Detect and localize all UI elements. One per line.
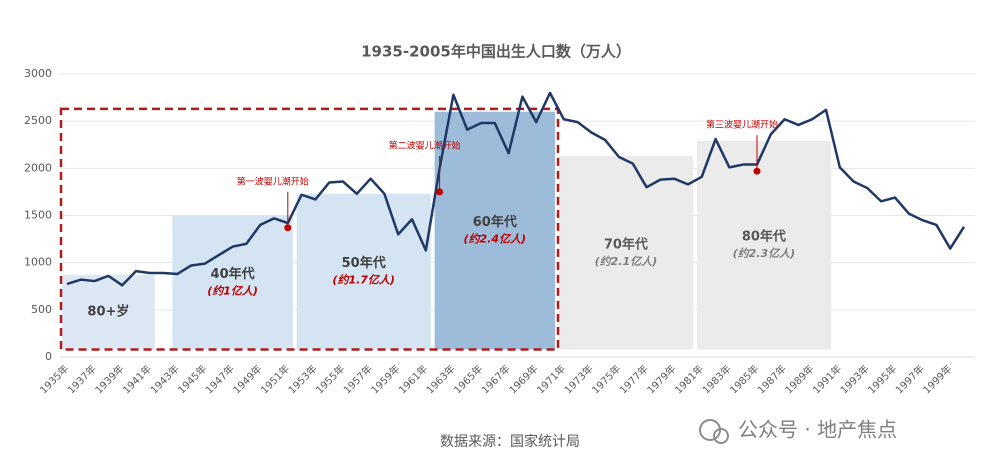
region-label: 70年代: [604, 236, 648, 252]
annotation-text: 第二波婴儿潮开始: [389, 139, 461, 151]
region-sublabel: (约2.4亿人): [464, 233, 527, 246]
plot: 0 500 1000 1500 2000 2500 3000 80+岁 40年代 (约1亿人) 50…: [24, 67, 975, 396]
x-tick-label: 1999年: [920, 362, 954, 396]
y-tick-label: 2500: [24, 114, 52, 127]
y-tick-label: 1500: [24, 209, 52, 222]
x-tick-label: 1935年: [37, 362, 71, 396]
region: [172, 215, 293, 350]
region-sublabel: (约1亿人): [207, 284, 258, 297]
region-label: 50年代: [342, 255, 386, 271]
watermark-icon: [699, 419, 729, 444]
x-tick-label: 1983年: [699, 362, 733, 396]
x-tick-label: 1997年: [893, 362, 927, 396]
y-tick-label: 0: [45, 350, 52, 363]
x-tick-label: 1987年: [755, 362, 789, 396]
annotation-dot: [753, 167, 761, 175]
x-tick-label: 1963年: [423, 362, 457, 396]
annotation-dot: [284, 224, 292, 232]
x-tick-label: 1981年: [672, 362, 706, 396]
region-sublabel: (约2.1亿人): [595, 255, 658, 268]
region: [558, 156, 693, 350]
region-sublabel: (约2.3亿人): [733, 247, 796, 260]
source: 数据来源：国家统计局: [440, 433, 580, 450]
x-tick-label: 1979年: [644, 362, 678, 396]
x-tick-label: 1985年: [727, 362, 761, 396]
region: [296, 193, 431, 350]
x-tick-label: 1951年: [258, 362, 292, 396]
annotation-text: 第一波婴儿潮开始: [237, 175, 309, 187]
y-tick-label: 500: [31, 303, 52, 316]
x-tick-label: 1989年: [782, 362, 816, 396]
x-tick-label: 1941年: [120, 362, 154, 396]
x-tick-label: 1977年: [617, 362, 651, 396]
x-tick-label: 1943年: [147, 362, 181, 396]
x-tick-label: 1953年: [285, 362, 319, 396]
region-label: 60年代: [473, 214, 517, 230]
x-tick-label: 1937年: [65, 362, 99, 396]
region: [434, 111, 555, 350]
x-tick-label: 1995年: [865, 362, 899, 396]
x-tick-label: 1959年: [368, 362, 402, 396]
watermark: 公众号 · 地产焦点: [738, 418, 897, 442]
region-label: 80年代: [742, 229, 786, 245]
region-sublabel: (约1.7亿人): [332, 274, 395, 287]
region-label: 40年代: [211, 266, 255, 282]
x-tick-label: 1957年: [341, 362, 375, 396]
chart-title: 1935-2005年中国出生人口数（万人）: [361, 43, 631, 61]
x-tick-label: 1961年: [396, 362, 430, 396]
y-tick-label: 3000: [24, 67, 52, 80]
x-tick-label: 1939年: [92, 362, 126, 396]
region-label: 80+岁: [87, 304, 129, 320]
x-tick-label: 1971年: [534, 362, 568, 396]
y-tick-label: 2000: [24, 161, 52, 174]
annotation-dot: [436, 188, 444, 196]
x-tick-label: 1945年: [175, 362, 209, 396]
x-tick-label: 1975年: [589, 362, 623, 396]
x-tick-label: 1965年: [451, 362, 485, 396]
region: [62, 274, 155, 350]
x-tick-label: 1969年: [506, 362, 540, 396]
highlight-box: [59, 107, 560, 351]
y-tick-label: 1000: [24, 256, 52, 269]
x-tick-label: 1947年: [203, 362, 237, 396]
x-tick-label: 1993年: [837, 362, 871, 396]
region: [696, 140, 831, 350]
annotation-text: 第三波婴儿潮开始: [706, 119, 778, 131]
x-tick-label: 1991年: [810, 362, 844, 396]
x-tick-label: 1973年: [561, 362, 595, 396]
series-line: [66, 91, 966, 287]
x-tick-label: 1949年: [230, 362, 264, 396]
x-tick-label: 1967年: [479, 362, 513, 396]
x-tick-label: 1955年: [313, 362, 347, 396]
